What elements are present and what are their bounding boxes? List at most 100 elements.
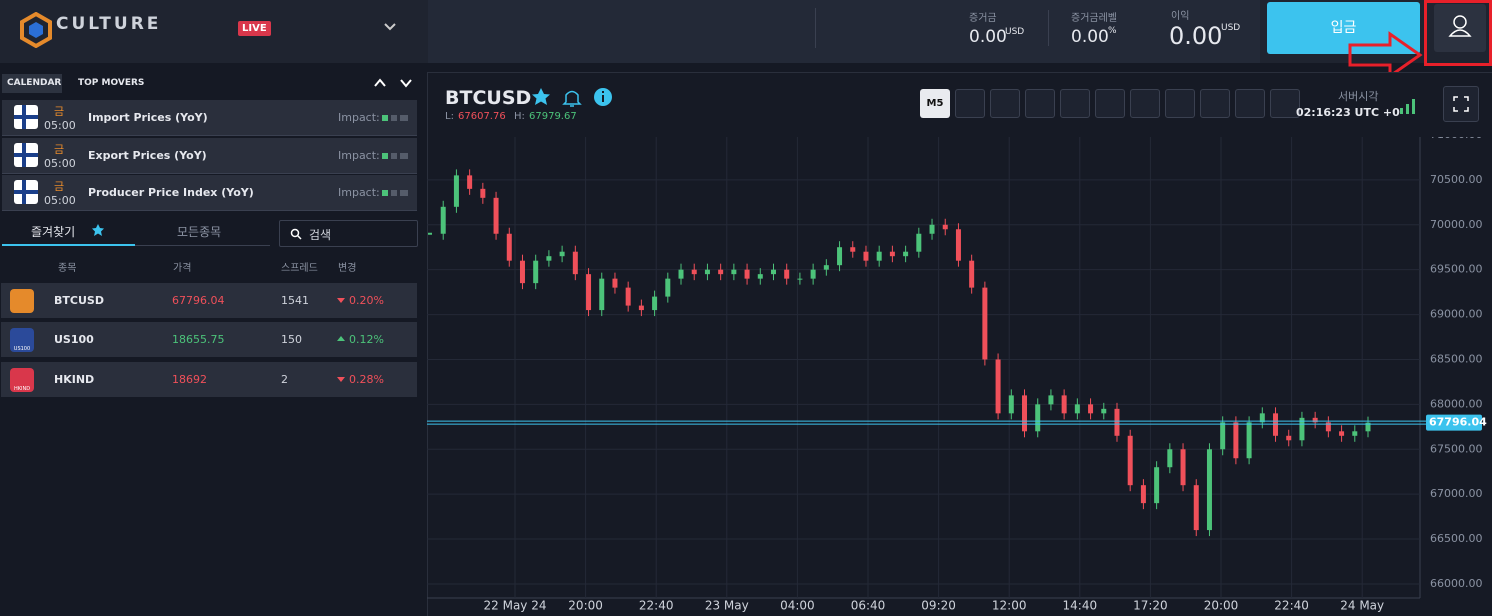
chart-header-icons[interactable] — [530, 86, 620, 108]
chart-tool-button[interactable] — [1025, 89, 1055, 118]
candle — [533, 260, 539, 284]
candle — [1048, 395, 1054, 405]
x-tick-label: 22:40 — [639, 599, 674, 613]
signal-icon — [1400, 99, 1415, 114]
stat-label: 이익 — [1171, 11, 1190, 22]
y-tick-label: 67500.00 — [1430, 442, 1483, 455]
watchlist-row[interactable] — [1, 322, 417, 357]
calendar-row[interactable] — [2, 138, 417, 174]
event-time: 05:00 — [44, 194, 76, 207]
stat-label: 증거금레벨 — [1071, 13, 1117, 24]
symbol-spread: 2 — [281, 373, 288, 386]
x-tick-label: 09:20 — [921, 599, 956, 613]
candle — [559, 251, 565, 257]
y-tick-label: 67000.00 — [1430, 487, 1483, 500]
candle — [823, 265, 829, 270]
event-day: 금 — [54, 180, 65, 193]
chart-tool-button[interactable] — [955, 89, 985, 118]
fullscreen-button[interactable] — [1443, 86, 1479, 122]
current-price-tag — [1426, 414, 1482, 431]
candle — [1022, 395, 1028, 432]
all-symbols-tab[interactable]: 모든종목 — [177, 225, 222, 239]
y-tick-label: 70000.00 — [1430, 218, 1483, 231]
chart-tool-button[interactable] — [1130, 89, 1160, 118]
flag-icon — [14, 105, 38, 129]
high-label: H: — [514, 111, 525, 122]
stat-value: 0.00 — [969, 27, 1007, 47]
x-tick-label: 20:00 — [1204, 599, 1239, 613]
candle — [889, 251, 895, 257]
chart-tool-button[interactable] — [1060, 89, 1090, 118]
symbol-name: HKIND — [54, 373, 95, 386]
candle — [1220, 422, 1226, 450]
candle — [1008, 395, 1014, 414]
server-time: 02:16:23 UTC +0 — [1296, 106, 1400, 119]
top-movers-tab[interactable]: TOP MOVERS — [78, 78, 145, 88]
star-icon — [92, 224, 104, 236]
candle — [1246, 422, 1252, 459]
chart-panel — [427, 72, 1492, 616]
y-tick-label: 66000.00 — [1430, 577, 1483, 590]
calendar-toggles[interactable] — [373, 77, 415, 89]
live-badge: LIVE — [238, 21, 271, 36]
stat-unit: USD — [1221, 23, 1241, 33]
favorites-tab[interactable]: 즐겨찾기 — [31, 225, 76, 239]
y-tick-label: 68000.00 — [1430, 397, 1483, 410]
search-placeholder[interactable]: 검색 — [309, 228, 332, 242]
candle — [1206, 449, 1212, 531]
watchlist-row[interactable] — [1, 362, 417, 397]
chart-tool-button[interactable] — [1235, 89, 1265, 118]
symbol-change: 0.20% — [349, 294, 384, 307]
calendar-tab[interactable] — [2, 74, 62, 93]
candle — [1101, 408, 1107, 414]
flag-icon — [14, 143, 38, 167]
impact-label: Impact: — [338, 149, 380, 162]
logo-icon — [20, 12, 52, 48]
stat-label: 증거금 — [969, 13, 997, 24]
calendar-row[interactable] — [2, 175, 417, 211]
candle — [797, 278, 803, 280]
chart-symbol: BTCUSD — [445, 87, 532, 109]
candle — [744, 269, 750, 279]
candle — [612, 278, 618, 288]
price-chart: 22 May 24 20:00 22:40 23 May 04:00 06:40 09:20… — [427, 137, 1487, 613]
event-day: 금 — [54, 105, 65, 118]
calendar-tab-label[interactable]: CALENDAR — [7, 78, 62, 88]
candle — [955, 229, 961, 261]
symbol-price: 67796.04 — [172, 294, 225, 307]
x-tick-label: 22 May 24 — [484, 599, 547, 613]
candle — [1286, 435, 1292, 441]
candle — [731, 269, 737, 275]
candle — [863, 251, 869, 261]
chart-tool-button[interactable] — [1270, 89, 1300, 118]
candle — [546, 256, 552, 261]
impact-label: Impact: — [338, 111, 380, 124]
candle — [1074, 404, 1080, 414]
chart-tool-button[interactable] — [1200, 89, 1230, 118]
chart-tool-button[interactable] — [1095, 89, 1125, 118]
candle — [969, 260, 975, 288]
candle — [1035, 404, 1041, 432]
stat-unit: % — [1108, 26, 1117, 36]
tab-underline — [135, 245, 270, 246]
candle — [1193, 485, 1199, 531]
watchlist-row[interactable] — [1, 283, 417, 318]
account-dropdown[interactable] — [384, 22, 396, 32]
symbol-change: 0.28% — [349, 373, 384, 386]
timeframe-button[interactable]: M5 — [920, 89, 950, 118]
search-icon — [290, 228, 302, 240]
deposit-button[interactable]: 입금 — [1267, 2, 1420, 54]
chart-tool-button[interactable] — [990, 89, 1020, 118]
candle — [1233, 422, 1239, 459]
search-box[interactable] — [279, 220, 418, 247]
server-time-label: 서버시각 — [1338, 90, 1379, 103]
candle — [1180, 449, 1186, 486]
y-tick-label: 66500.00 — [1430, 532, 1483, 545]
candle — [982, 287, 988, 360]
candle — [1127, 435, 1133, 486]
calendar-row[interactable] — [2, 100, 417, 136]
chart-tool-button[interactable] — [1165, 89, 1195, 118]
symbol-icon: HKIND — [10, 368, 34, 392]
user-button[interactable] — [1434, 4, 1486, 52]
y-tick-label: 70500.00 — [1430, 173, 1483, 186]
